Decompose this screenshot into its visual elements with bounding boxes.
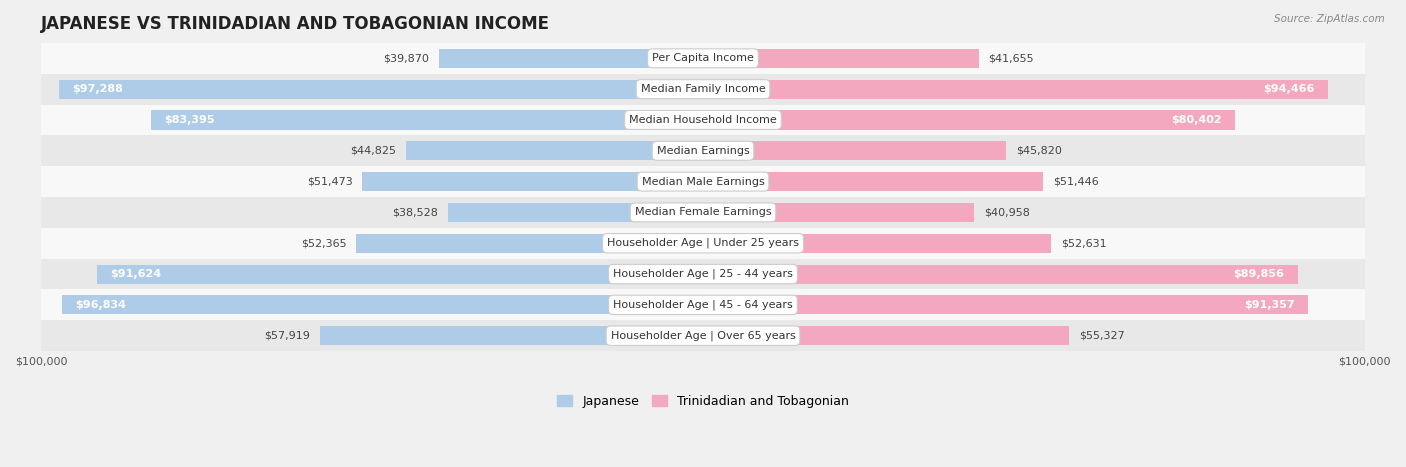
Text: Source: ZipAtlas.com: Source: ZipAtlas.com [1274,14,1385,24]
Text: Householder Age | Under 25 years: Householder Age | Under 25 years [607,238,799,248]
Text: Median Earnings: Median Earnings [657,146,749,156]
Text: $83,395: $83,395 [165,115,215,125]
Bar [319,326,703,345]
Bar [703,234,1052,253]
Legend: Japanese, Trinidadian and Tobagonian: Japanese, Trinidadian and Tobagonian [553,389,853,413]
Bar [703,141,1007,160]
Text: $97,288: $97,288 [73,84,124,94]
Text: $38,528: $38,528 [392,207,439,218]
Text: $44,825: $44,825 [350,146,396,156]
Text: Per Capita Income: Per Capita Income [652,53,754,64]
Text: $57,919: $57,919 [264,331,309,341]
Text: $89,856: $89,856 [1233,269,1285,279]
Text: $40,958: $40,958 [984,207,1029,218]
Text: Householder Age | 45 - 64 years: Householder Age | 45 - 64 years [613,300,793,310]
Bar [41,166,1365,197]
Bar [41,135,1365,166]
Bar [41,290,1365,320]
Text: Median Household Income: Median Household Income [628,115,778,125]
Text: $39,870: $39,870 [384,53,429,64]
Bar [703,295,1308,314]
Bar [62,295,703,314]
Text: $91,624: $91,624 [110,269,162,279]
Bar [41,228,1365,259]
Text: $55,327: $55,327 [1078,331,1125,341]
Text: $45,820: $45,820 [1017,146,1062,156]
Text: $96,834: $96,834 [76,300,127,310]
Bar [41,320,1365,351]
Text: Householder Age | Over 65 years: Householder Age | Over 65 years [610,331,796,341]
Text: $52,365: $52,365 [301,238,346,248]
Bar [703,203,974,222]
Bar [150,110,703,129]
Text: Householder Age | 25 - 44 years: Householder Age | 25 - 44 years [613,269,793,279]
Text: $52,631: $52,631 [1062,238,1107,248]
Bar [703,172,1043,191]
Bar [97,264,703,283]
Text: Median Male Earnings: Median Male Earnings [641,177,765,187]
Text: $91,357: $91,357 [1244,300,1295,310]
Text: Median Female Earnings: Median Female Earnings [634,207,772,218]
Text: $41,655: $41,655 [988,53,1035,64]
Bar [41,259,1365,290]
Bar [703,264,1298,283]
Bar [406,141,703,160]
Bar [41,105,1365,135]
Bar [41,74,1365,105]
Bar [703,49,979,68]
Bar [357,234,703,253]
Text: JAPANESE VS TRINIDADIAN AND TOBAGONIAN INCOME: JAPANESE VS TRINIDADIAN AND TOBAGONIAN I… [41,15,550,33]
Text: $94,466: $94,466 [1264,84,1315,94]
Text: $51,473: $51,473 [307,177,353,187]
Bar [703,326,1069,345]
Bar [41,197,1365,228]
Bar [703,79,1329,99]
Bar [59,79,703,99]
Bar [41,43,1365,74]
Text: $51,446: $51,446 [1053,177,1099,187]
Bar [439,49,703,68]
Bar [449,203,703,222]
Text: $80,402: $80,402 [1171,115,1222,125]
Bar [363,172,703,191]
Text: Median Family Income: Median Family Income [641,84,765,94]
Bar [703,110,1234,129]
